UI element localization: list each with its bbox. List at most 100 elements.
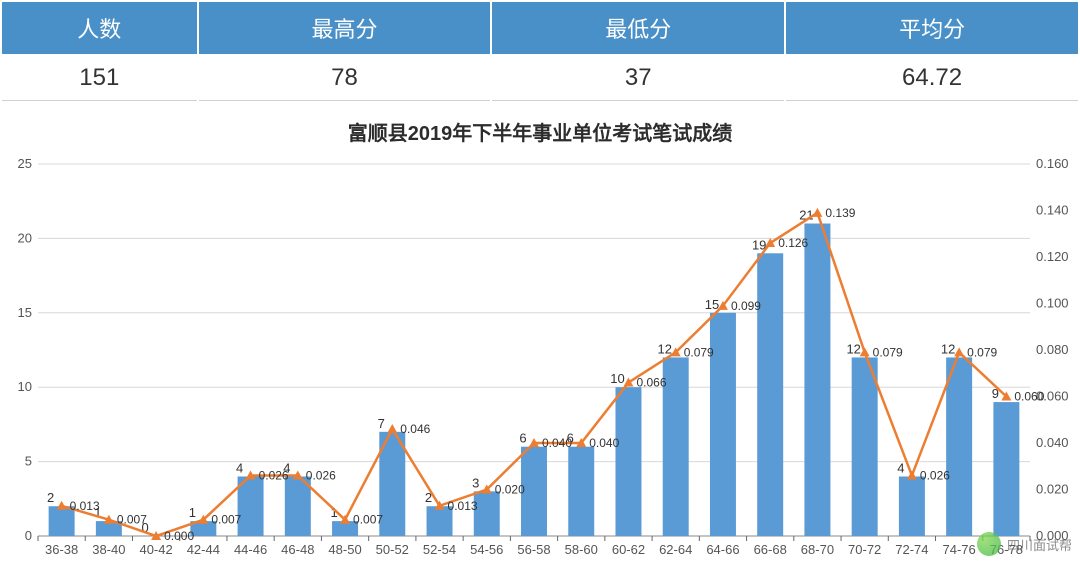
svg-text:4: 4 [236, 460, 243, 475]
bar [993, 402, 1019, 536]
cell-avg: 64.72 [786, 56, 1078, 101]
svg-text:0.079: 0.079 [684, 345, 714, 359]
chart-area: 0 5 10 15 20 25 0.000 0.020 0.040 0.060 0.080 0.100… [0, 154, 1080, 564]
svg-text:0.040: 0.040 [542, 436, 572, 450]
svg-text:0.080: 0.080 [1036, 342, 1069, 357]
cell-max: 78 [199, 56, 491, 101]
svg-text:0.126: 0.126 [778, 236, 808, 250]
svg-text:42-44: 42-44 [187, 542, 220, 557]
marker [954, 347, 964, 356]
svg-text:44-46: 44-46 [234, 542, 267, 557]
svg-text:68-70: 68-70 [801, 542, 834, 557]
svg-text:0.020: 0.020 [1036, 482, 1069, 497]
svg-text:0.160: 0.160 [1036, 156, 1069, 171]
combo-chart: 0 5 10 15 20 25 0.000 0.020 0.040 0.060 0.080 0.100… [0, 154, 1080, 564]
svg-text:38-40: 38-40 [92, 542, 125, 557]
marker [812, 208, 822, 217]
svg-text:0.099: 0.099 [731, 299, 761, 313]
svg-text:0.139: 0.139 [825, 206, 855, 220]
col-header-max: 最高分 [199, 2, 491, 54]
svg-text:12: 12 [941, 341, 955, 356]
svg-text:0.079: 0.079 [967, 345, 997, 359]
bar [710, 313, 736, 536]
svg-text:0.120: 0.120 [1036, 249, 1069, 264]
svg-text:74-76: 74-76 [943, 542, 976, 557]
col-header-count: 人数 [2, 2, 197, 54]
svg-text:5: 5 [25, 454, 32, 469]
col-header-avg: 平均分 [786, 2, 1078, 54]
svg-text:0.007: 0.007 [211, 513, 241, 527]
svg-text:10: 10 [18, 379, 32, 394]
col-header-min: 最低分 [492, 2, 784, 54]
svg-text:6: 6 [519, 431, 526, 446]
table-row: 151 78 37 64.72 [2, 56, 1078, 101]
svg-text:12: 12 [846, 341, 860, 356]
cell-min: 37 [492, 56, 784, 101]
svg-text:36-38: 36-38 [45, 542, 78, 557]
svg-text:10: 10 [610, 371, 624, 386]
chart-title: 富顺县2019年下半年事业单位考试笔试成绩 [0, 117, 1080, 146]
bar [568, 447, 594, 536]
svg-text:66-68: 66-68 [754, 542, 787, 557]
svg-text:52-54: 52-54 [423, 542, 456, 557]
svg-text:0.026: 0.026 [306, 469, 336, 483]
summary-table: 人数 最高分 最低分 平均分 151 78 37 64.72 [0, 0, 1080, 103]
svg-text:25: 25 [18, 156, 32, 171]
bar [663, 357, 689, 536]
svg-text:12: 12 [657, 341, 671, 356]
svg-text:54-56: 54-56 [470, 542, 503, 557]
bar [804, 224, 830, 536]
marker [907, 471, 917, 480]
svg-text:72-74: 72-74 [895, 542, 928, 557]
watermark: 四川面试帮 [977, 532, 1072, 556]
svg-text:7: 7 [378, 416, 385, 431]
svg-text:15: 15 [705, 297, 719, 312]
svg-text:0.000: 0.000 [164, 529, 194, 543]
svg-text:0.040: 0.040 [1036, 435, 1069, 450]
svg-text:1: 1 [189, 505, 196, 520]
svg-text:0.013: 0.013 [70, 499, 100, 513]
watermark-text: 四川面试帮 [1007, 535, 1072, 554]
svg-text:40-42: 40-42 [139, 542, 172, 557]
svg-text:0.026: 0.026 [920, 469, 950, 483]
wechat-icon [977, 532, 1001, 556]
svg-text:60-62: 60-62 [612, 542, 645, 557]
bar [946, 357, 972, 536]
svg-text:20: 20 [18, 230, 32, 245]
svg-text:0.079: 0.079 [873, 345, 903, 359]
svg-text:2: 2 [47, 490, 54, 505]
svg-text:0.100: 0.100 [1036, 296, 1069, 311]
svg-text:15: 15 [18, 305, 32, 320]
svg-text:70-72: 70-72 [848, 542, 881, 557]
bar [474, 491, 500, 536]
svg-text:3: 3 [472, 475, 479, 490]
marker [57, 501, 67, 510]
svg-text:0.060: 0.060 [1014, 390, 1044, 404]
marker [860, 347, 870, 356]
svg-text:50-52: 50-52 [376, 542, 409, 557]
bar [852, 357, 878, 536]
svg-text:0.140: 0.140 [1036, 203, 1069, 218]
svg-text:62-64: 62-64 [659, 542, 692, 557]
svg-text:0.066: 0.066 [636, 376, 666, 390]
svg-text:56-58: 56-58 [517, 542, 550, 557]
svg-text:48-50: 48-50 [328, 542, 361, 557]
svg-text:0.007: 0.007 [353, 513, 383, 527]
svg-text:4: 4 [897, 460, 904, 475]
bar [615, 387, 641, 536]
svg-text:58-60: 58-60 [565, 542, 598, 557]
svg-text:0: 0 [25, 528, 32, 543]
svg-text:0.007: 0.007 [117, 513, 147, 527]
cell-count: 151 [2, 56, 197, 101]
svg-text:46-48: 46-48 [281, 542, 314, 557]
marker [387, 424, 397, 433]
svg-text:0.020: 0.020 [495, 483, 525, 497]
svg-text:64-66: 64-66 [706, 542, 739, 557]
bar [757, 253, 783, 536]
svg-text:0.040: 0.040 [589, 436, 619, 450]
bar [899, 476, 925, 536]
svg-text:0.026: 0.026 [259, 469, 289, 483]
bar [521, 447, 547, 536]
svg-text:0.013: 0.013 [448, 499, 478, 513]
svg-text:0.046: 0.046 [400, 422, 430, 436]
